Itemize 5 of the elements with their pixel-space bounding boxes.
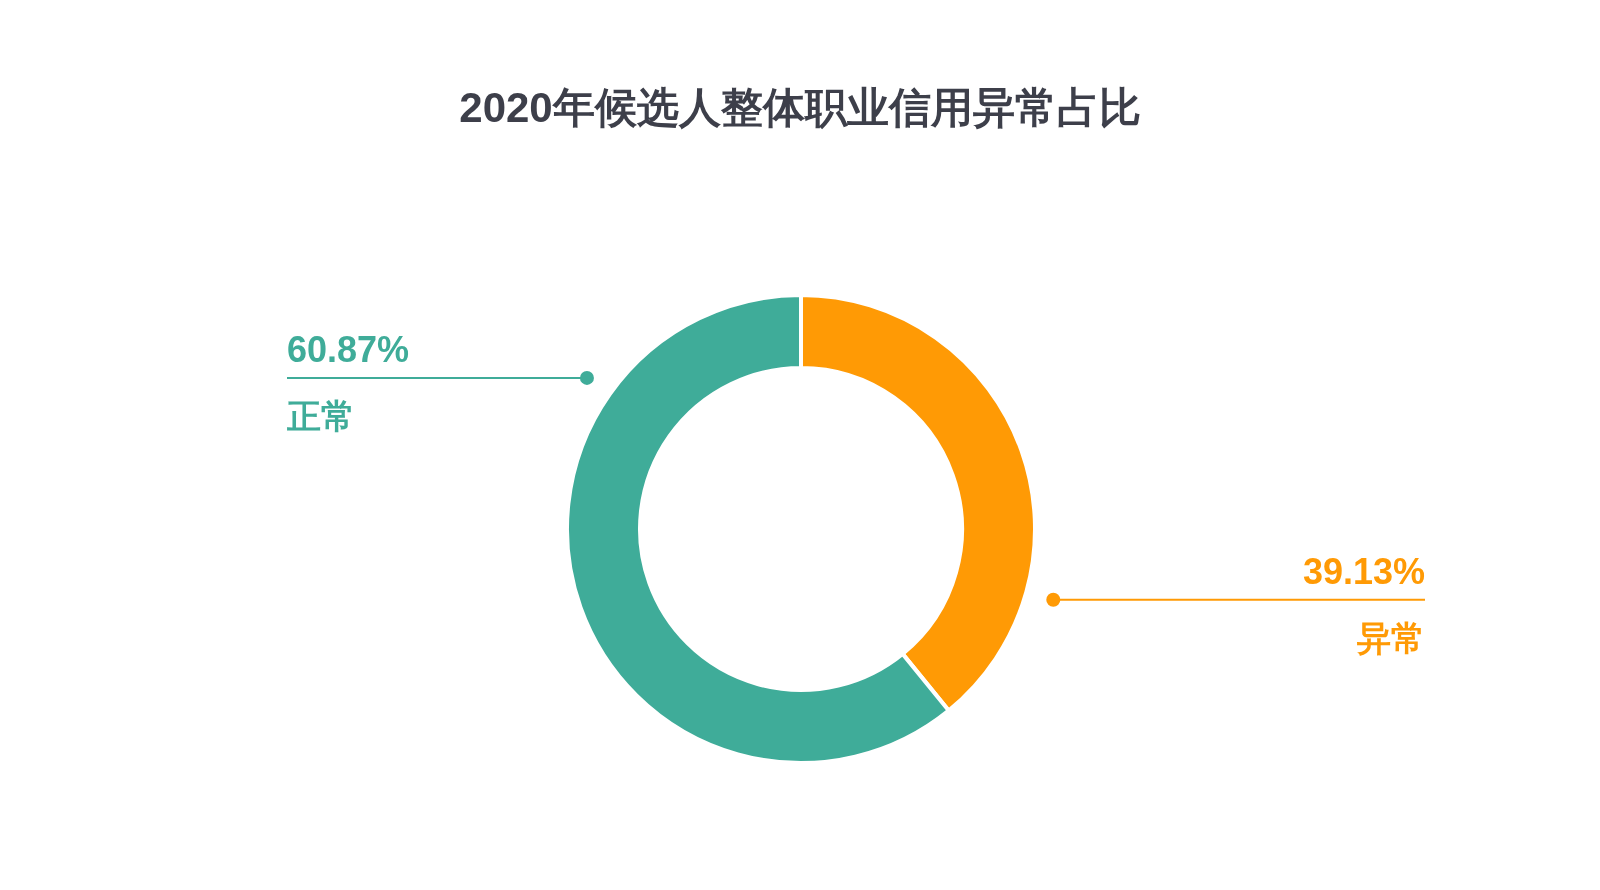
data-label: 39.13% [1302, 550, 1425, 592]
slice-label: 异常 [1356, 618, 1425, 657]
slice-label: 正常 [286, 396, 355, 435]
data-label: 60.87% [287, 328, 410, 370]
chart-title: 2020年候选人整体职业信用异常占比 [459, 84, 1141, 131]
